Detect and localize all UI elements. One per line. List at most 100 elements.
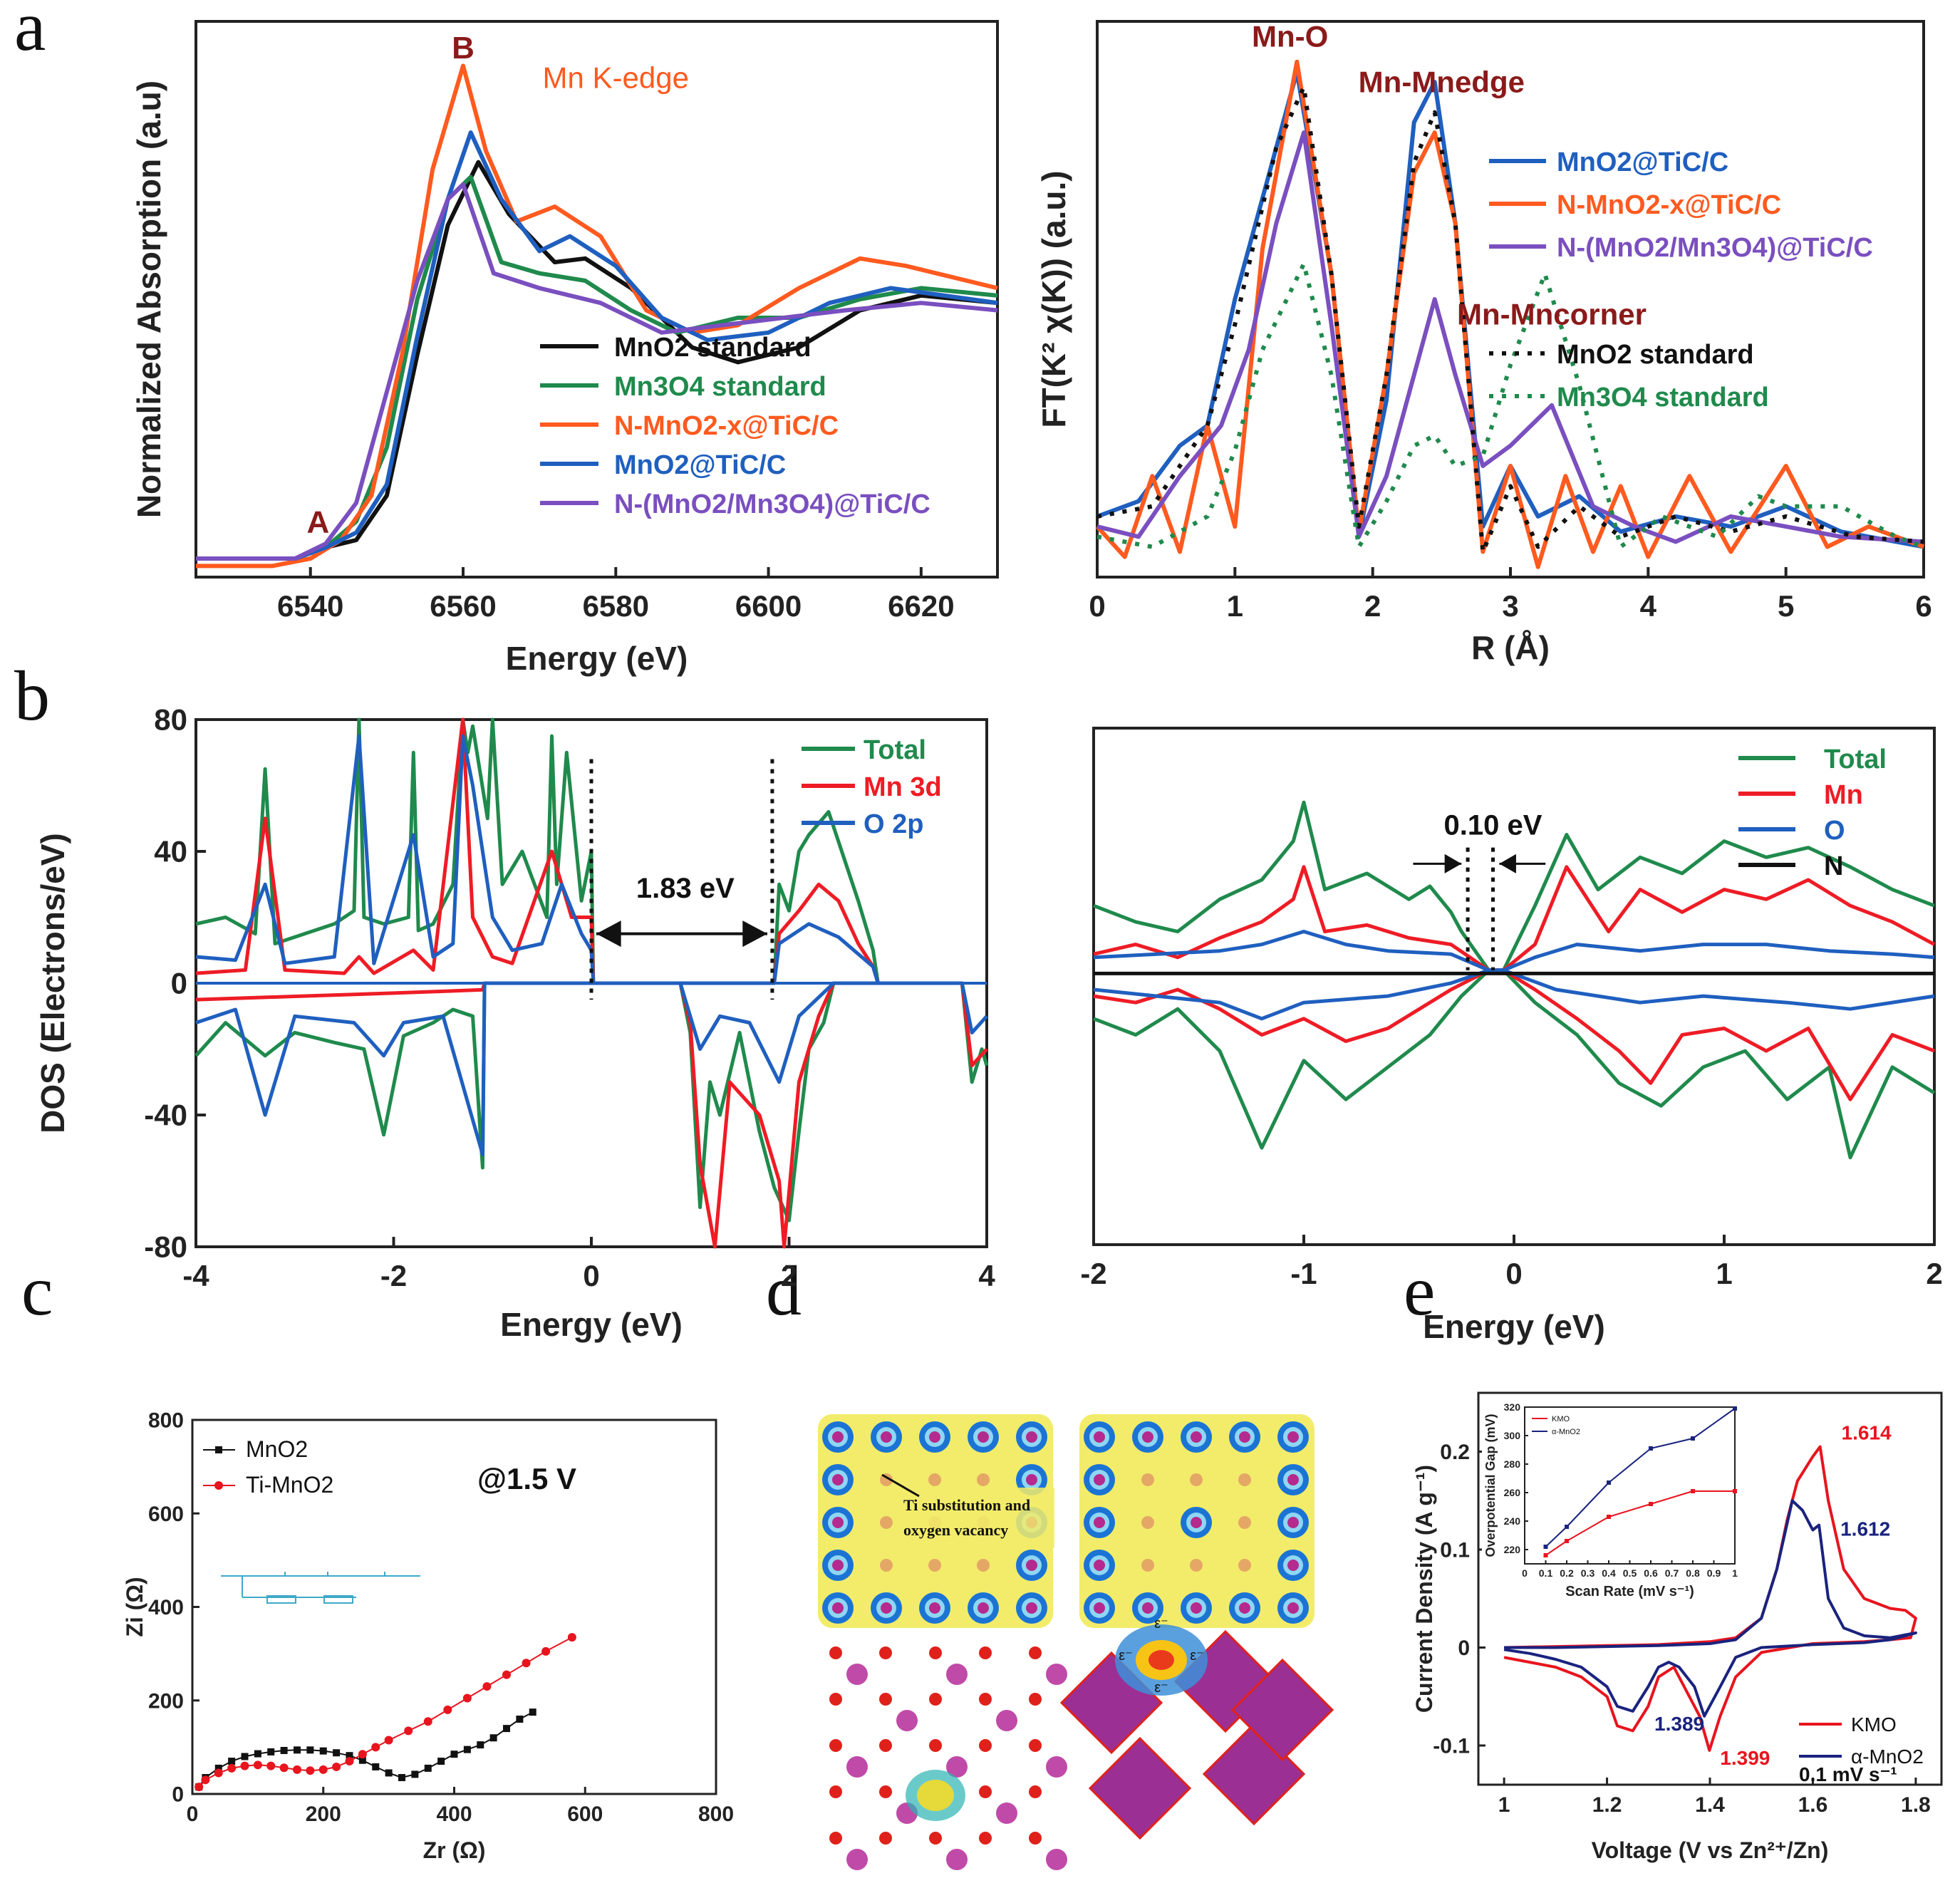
atom (1026, 1602, 1037, 1614)
oxygen-atom (879, 1739, 892, 1752)
atom (1094, 1517, 1105, 1528)
inset-x-label: Scan Rate (mV s⁻¹) (1565, 1584, 1694, 1599)
x-tick-label: 0.5 (1623, 1567, 1637, 1579)
x-tick-label: 4 (978, 1259, 995, 1292)
series-line (195, 981, 989, 1223)
octahedron (1230, 1658, 1334, 1762)
series-line (198, 1711, 534, 1788)
y-tick-label: -80 (144, 1230, 187, 1264)
data-point (489, 1734, 497, 1742)
data-point (318, 1765, 328, 1774)
x-tick-label: 400 (436, 1803, 472, 1826)
electron-symbol: ε⁻ (1190, 1648, 1203, 1664)
data-point (319, 1747, 327, 1755)
series-line (1545, 1408, 1736, 1547)
data-point (516, 1716, 524, 1723)
oxygen-atom (829, 1739, 842, 1752)
electron-cloud (1148, 1650, 1174, 1670)
y-tick-label: 320 (1504, 1401, 1521, 1413)
atom (1191, 1602, 1202, 1614)
x-tick-label: 0.1 (1539, 1567, 1553, 1579)
data-point (482, 1682, 492, 1691)
x-tick-label: 800 (698, 1803, 734, 1826)
y-tick-label: 0 (172, 1783, 184, 1807)
chart-a-left: 6540 6560 6580 6600 6620 Energy (eV) Normalize… (130, 20, 999, 677)
legend-label: Mn (1824, 780, 1863, 810)
y-tick-label: 0 (171, 967, 187, 1000)
legend-label: N-(MnO2/Mn3O4)@TiC/C (614, 489, 930, 519)
oxygen-atom (1029, 1646, 1042, 1659)
annotation: Mn-Mnedge (1359, 65, 1525, 98)
arrow-head (742, 920, 767, 948)
y-tick-label: 220 (1504, 1544, 1521, 1555)
y-axis-label: Current Density (A g⁻¹) (1411, 1465, 1437, 1713)
x-axis-label: R (Å) (1471, 629, 1550, 666)
y-axis-label: FT(K² χ(K)) (a.u.) (1035, 170, 1072, 427)
metal-atom (996, 1803, 1017, 1824)
x-tick-label: 1.2 (1592, 1793, 1622, 1817)
atom (928, 1473, 941, 1486)
atom (978, 1431, 989, 1443)
data-point (228, 1758, 236, 1765)
data-point (567, 1633, 576, 1642)
series-line (1093, 865, 1936, 972)
series-line (1093, 968, 1935, 1101)
oxygen-atom (1029, 1785, 1042, 1798)
atom (1191, 1431, 1202, 1443)
legend-marker (214, 1481, 223, 1490)
oxygen-atom (829, 1785, 842, 1798)
series-line (195, 717, 880, 985)
legend-label: Mn3O4 standard (1557, 383, 1769, 413)
x-tick-label: 0 (1089, 589, 1105, 623)
metal-atom (946, 1664, 968, 1685)
legend-label: MnO2@TiC/C (614, 450, 786, 480)
data-point (541, 1646, 551, 1656)
atom (1238, 1516, 1251, 1529)
x-tick-label: 5 (1778, 589, 1794, 623)
oxygen-atom (1029, 1832, 1042, 1845)
x-tick-label: 0.6 (1644, 1567, 1658, 1579)
atom (1287, 1560, 1299, 1571)
data-point (306, 1746, 314, 1754)
y-tick-label: 200 (148, 1689, 184, 1713)
legend-label: Total (864, 735, 926, 765)
y-axis-label: Normalized Absorption (a.u) (130, 81, 167, 518)
legend-label: MnO2 standard (614, 333, 812, 363)
data-point (240, 1761, 249, 1770)
series-line (1096, 130, 1924, 544)
panel-letter-b: b (14, 656, 50, 735)
data-point (1649, 1446, 1653, 1451)
data-point (346, 1752, 353, 1760)
atom (1094, 1474, 1105, 1485)
data-point (201, 1775, 210, 1785)
x-axis-label: Zr (Ω) (423, 1837, 486, 1863)
atom (1287, 1474, 1299, 1485)
x-tick-label: 2 (1926, 1257, 1942, 1290)
x-tick-label: -4 (182, 1259, 209, 1292)
metal-atom (1046, 1849, 1067, 1870)
panel-d-structures: Ti substitution and oxygen vacancy ε⁻ ε⁻ ε⁻ ε… (818, 1414, 1334, 1870)
data-point (371, 1743, 380, 1752)
atom (1141, 1516, 1154, 1529)
data-point (1565, 1539, 1569, 1543)
y-axis-label: Zi (Ω) (122, 1577, 147, 1637)
data-point (195, 1783, 204, 1792)
legend-label: N-MnO2-x@TiC/C (1557, 190, 1781, 220)
metal-atom (1046, 1756, 1067, 1778)
panel-letter-a: a (14, 0, 46, 66)
data-point (1733, 1406, 1737, 1411)
y-tick-label: 280 (1504, 1458, 1521, 1470)
y-tick-label: -0.1 (1433, 1735, 1470, 1758)
data-point (267, 1748, 275, 1755)
ti-substitution-label: Ti substitution and (903, 1496, 1030, 1514)
x-tick-label: -1 (1290, 1257, 1317, 1290)
atom (1142, 1431, 1153, 1443)
metal-atom (846, 1849, 868, 1870)
series-line (1093, 800, 1935, 972)
panel-letter-c: c (21, 1251, 53, 1330)
data-point (477, 1741, 484, 1749)
atom (1026, 1474, 1037, 1485)
annotation: Mn-Mncorner (1457, 297, 1647, 331)
legend-label: Mn 3d (864, 772, 942, 802)
x-tick-label: 1 (1498, 1793, 1510, 1817)
